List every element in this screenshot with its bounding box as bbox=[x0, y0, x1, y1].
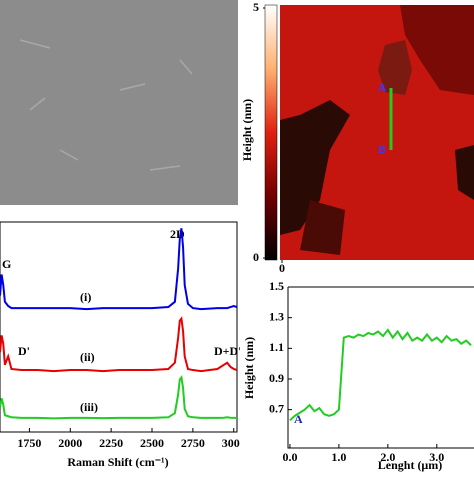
series-label: A bbox=[294, 412, 303, 426]
series-label: (ii) bbox=[80, 350, 95, 364]
afm-patch bbox=[280, 100, 350, 235]
colorbar-label: Height (nm) bbox=[240, 99, 254, 161]
x-tick-label: 3000 bbox=[222, 436, 246, 450]
afm-patch bbox=[378, 40, 412, 95]
plot-area bbox=[0, 228, 237, 420]
x-tick-label: 2500 bbox=[140, 436, 164, 450]
annotation: G bbox=[2, 257, 11, 271]
colorbar-tick-label: 5 bbox=[253, 0, 259, 14]
x-tick-label: 2250 bbox=[99, 436, 123, 450]
afm-patch bbox=[455, 145, 474, 200]
x-tick-label: 1.0 bbox=[331, 450, 346, 464]
y-tick-label: 1.1 bbox=[269, 340, 284, 354]
series-label: (iii) bbox=[80, 400, 98, 414]
y-tick-label: 1.3 bbox=[269, 309, 284, 323]
x-tick-label: 2750 bbox=[181, 436, 205, 450]
colorbar bbox=[264, 4, 278, 261]
afm-patch bbox=[300, 200, 345, 255]
plot-area bbox=[289, 328, 472, 422]
sem-image bbox=[0, 0, 238, 205]
x-tick-label: 3.0 bbox=[429, 450, 444, 464]
x-tick-label: 2.0 bbox=[380, 450, 395, 464]
annotation: D' bbox=[18, 344, 30, 358]
map-annotation: A bbox=[378, 80, 387, 94]
x-tick-label: 0.0 bbox=[282, 450, 297, 464]
chart-panel: 0.0 1.0 2.0 3.0 0.7 0.9 1.1 1.3 1.5 Lenght (μm) bbox=[269, 279, 444, 472]
data-line bbox=[0, 316, 237, 373]
annotation: D+D' bbox=[214, 344, 242, 358]
series-label: (i) bbox=[80, 290, 91, 304]
raman-frame bbox=[0, 221, 238, 433]
data-line bbox=[0, 228, 237, 311]
data-line bbox=[0, 374, 237, 420]
y-axis-label: Height (nm) bbox=[242, 337, 256, 399]
y-tick-label: 0.9 bbox=[269, 371, 284, 385]
y-tick-label: 1.5 bbox=[269, 279, 284, 293]
chart-panel: 1750 2000 2250 2500 2750 3000 Raman Shift (cm⁻… bbox=[2, 227, 246, 469]
sem-texture bbox=[19, 39, 193, 171]
x-axis-label: Lenght (μm) bbox=[378, 458, 442, 472]
x-axis-label: Raman Shift (cm⁻¹) bbox=[67, 455, 168, 469]
colorbar-tick-label: 0 bbox=[253, 250, 259, 264]
afm-patch bbox=[400, 5, 474, 95]
y-tick-label: 0.7 bbox=[269, 401, 284, 415]
profile-frame bbox=[287, 286, 474, 449]
map-annotation: B bbox=[378, 142, 386, 156]
data-line bbox=[289, 328, 472, 422]
x-tick-label: 2000 bbox=[58, 436, 82, 450]
x-tick-label: 1750 bbox=[17, 436, 41, 450]
map-x-tick-label: 0 bbox=[279, 261, 285, 275]
